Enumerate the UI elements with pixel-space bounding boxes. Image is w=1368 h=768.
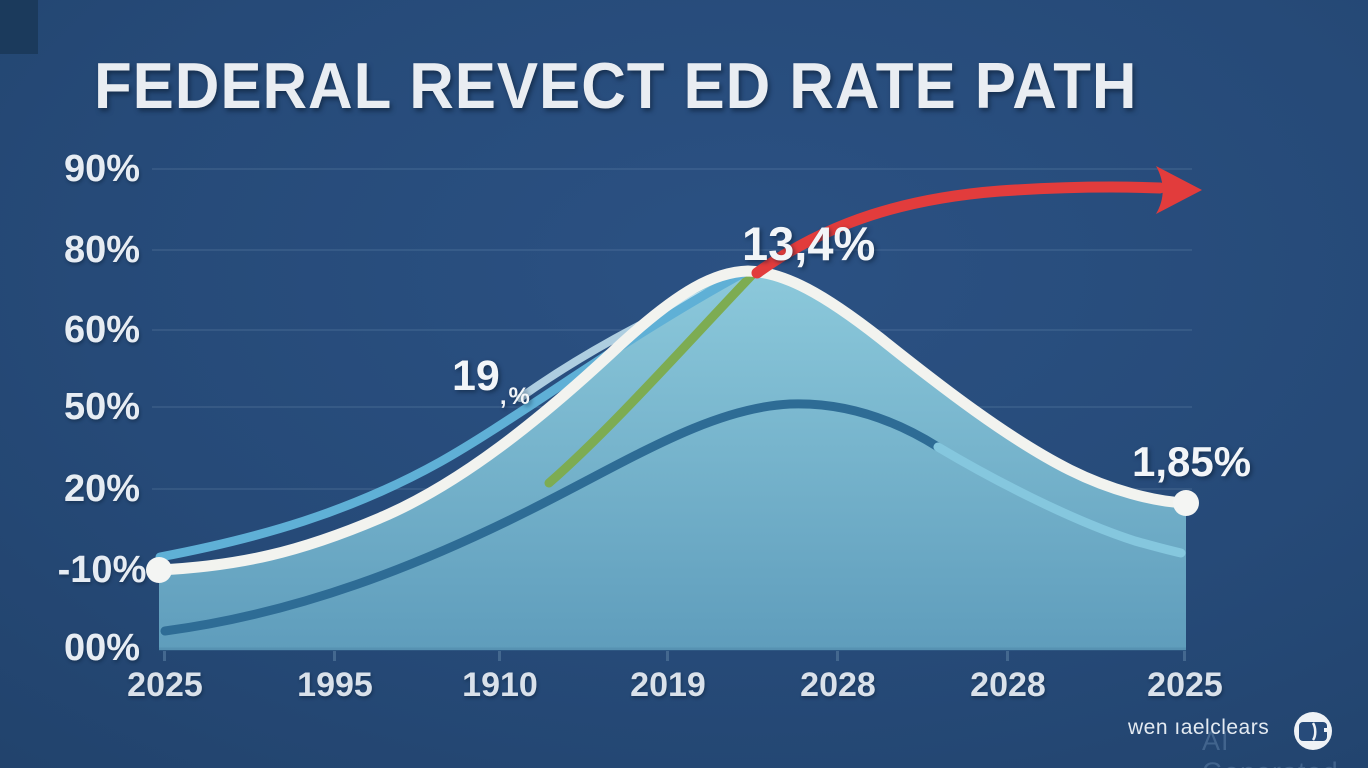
x-axis-label: 1995 bbox=[297, 666, 373, 704]
x-axis-label: 1910 bbox=[462, 666, 538, 704]
green-segment-line bbox=[544, 270, 757, 488]
y-axis-label: 20% bbox=[63, 468, 141, 510]
y-axis-label: -10% bbox=[57, 549, 147, 591]
brand-logo-icon bbox=[1294, 712, 1332, 750]
inner-line-light bbox=[933, 442, 1186, 558]
x-axis-label: 2028 bbox=[800, 666, 876, 704]
x-axis-label: 2019 bbox=[630, 666, 706, 704]
area-fill bbox=[159, 271, 1186, 650]
end-endpoint-dot bbox=[1173, 490, 1199, 516]
x-axis-label: 2028 bbox=[970, 666, 1046, 704]
end-value-label: 1,85% bbox=[1132, 438, 1252, 485]
mid-value-label: 19,% bbox=[452, 352, 532, 411]
ai-generated-watermark: AI Generated bbox=[1202, 726, 1338, 768]
corner-dark-patch bbox=[0, 0, 38, 54]
brand-watermark: wen ıaelclears bbox=[1128, 716, 1270, 739]
start-endpoint-dot bbox=[146, 557, 172, 583]
peak-value-label: 13,4% bbox=[742, 217, 876, 270]
x-axis-label: 2025 bbox=[127, 666, 203, 704]
y-axis-label: 60% bbox=[63, 309, 141, 351]
y-axis-label: 90% bbox=[63, 148, 141, 190]
y-axis-label: 50% bbox=[63, 386, 141, 428]
x-axis-ticks bbox=[163, 651, 1186, 661]
red-projection-line bbox=[751, 181, 1166, 279]
page-title: FEDERAL REVECT ED RATE PATH bbox=[94, 49, 1138, 122]
main-outline-curve bbox=[153, 265, 1192, 576]
y-axis-label: 00% bbox=[63, 627, 141, 669]
y-axis-label: 80% bbox=[63, 229, 141, 271]
red-arrowhead-icon bbox=[1156, 166, 1202, 214]
mid-value-sub: ,% bbox=[499, 383, 532, 410]
mid-value-main: 19 bbox=[452, 352, 500, 400]
inner-line-dark bbox=[160, 399, 943, 636]
x-axis-label: 2025 bbox=[1147, 666, 1223, 704]
